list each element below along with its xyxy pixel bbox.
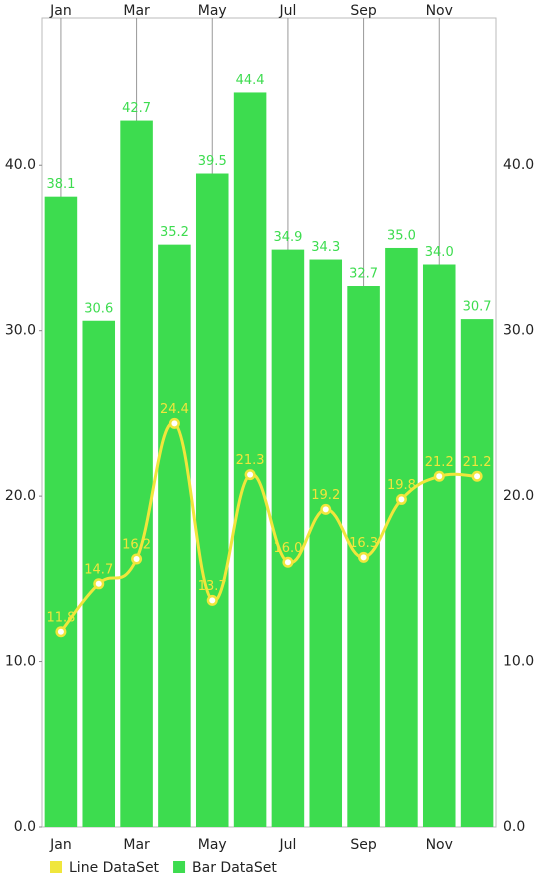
value-label: 30.7 (463, 300, 492, 315)
line-point-hole (436, 473, 443, 480)
x-tick-label: May (198, 837, 227, 853)
x-tick-label-top: May (198, 3, 227, 19)
x-tick-label-top: Jul (278, 3, 296, 19)
line-point-hole (474, 473, 481, 480)
value-label: 11.8 (46, 610, 75, 625)
value-label: 16.0 (273, 541, 302, 556)
line-point-hole (322, 506, 329, 513)
y-tick-label: 20.0 (5, 488, 36, 504)
legend-label: Line DataSet (69, 860, 160, 876)
bar (309, 259, 343, 827)
x-tick-label: Nov (426, 837, 453, 853)
bar (385, 247, 418, 827)
x-tick-label: Sep (350, 837, 377, 853)
line-point-hole (171, 420, 178, 427)
value-label: 21.2 (425, 455, 454, 470)
bar (460, 319, 494, 827)
bar (82, 320, 116, 827)
value-label: 39.5 (198, 154, 227, 169)
value-label: 19.8 (387, 478, 416, 493)
value-label: 21.3 (236, 453, 265, 468)
value-label: 16.2 (122, 537, 151, 552)
value-label: 30.6 (84, 301, 113, 316)
legend-swatch (173, 861, 186, 873)
x-tick-label: Jul (278, 837, 296, 853)
y-tick-label: 0.0 (14, 819, 36, 835)
bar (120, 120, 153, 828)
value-label: 34.3 (311, 240, 340, 255)
value-label: 32.7 (349, 267, 378, 282)
line-point-hole (95, 580, 102, 587)
x-tick-label: Jan (49, 837, 72, 853)
x-tick-label-top: Jan (49, 3, 72, 19)
bar (195, 173, 229, 827)
line-point-hole (209, 597, 216, 604)
y2-tick-label: 30.0 (503, 323, 534, 339)
line-point-hole (57, 628, 64, 635)
line-point-hole (247, 471, 254, 478)
value-label: 35.0 (387, 228, 416, 243)
value-label: 34.9 (273, 230, 302, 245)
y-tick-label: 40.0 (5, 157, 36, 173)
value-label: 38.1 (46, 177, 75, 192)
bar (422, 264, 456, 827)
x-tick-label-top: Nov (426, 3, 453, 19)
y-tick-label: 10.0 (5, 654, 36, 670)
value-label: 13.7 (198, 579, 227, 594)
value-label: 16.3 (349, 536, 378, 551)
value-label: 34.0 (425, 245, 454, 260)
line-point-hole (360, 554, 367, 561)
value-label: 42.7 (122, 101, 151, 116)
value-label: 21.2 (463, 455, 492, 470)
value-label: 24.4 (160, 402, 189, 417)
x-tick-label-top: Sep (350, 3, 377, 19)
y2-tick-label: 0.0 (503, 819, 525, 835)
value-label: 19.2 (311, 488, 340, 503)
y2-tick-label: 10.0 (503, 654, 534, 670)
y-tick-label: 30.0 (5, 323, 36, 339)
x-tick-label-top: Mar (123, 3, 150, 19)
line-point-hole (398, 496, 405, 503)
bar (44, 196, 78, 827)
legend-label: Bar DataSet (192, 860, 277, 876)
y2-tick-label: 20.0 (503, 488, 534, 504)
plot-border (41, 17, 497, 828)
line-point-hole (133, 555, 140, 562)
bar (233, 92, 267, 827)
legend-swatch (50, 861, 62, 873)
value-label: 14.7 (84, 562, 113, 577)
bar (158, 244, 191, 828)
value-label: 35.2 (160, 225, 189, 240)
y2-tick-label: 40.0 (503, 157, 534, 173)
x-tick-label: Mar (123, 837, 150, 853)
value-label: 44.4 (236, 73, 265, 88)
line-point-hole (284, 559, 291, 566)
